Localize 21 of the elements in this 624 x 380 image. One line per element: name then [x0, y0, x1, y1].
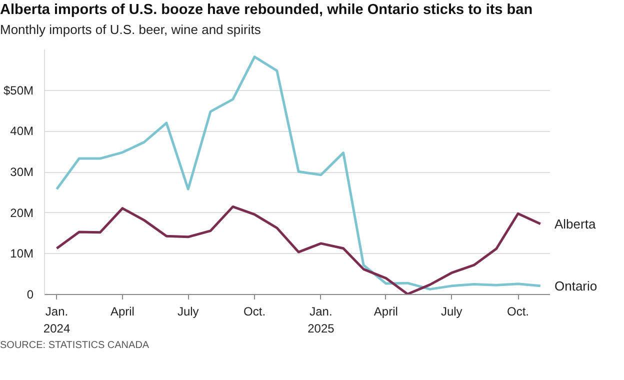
y-tick-label: 0 [26, 288, 34, 302]
x-tick-label: July [177, 304, 199, 319]
chart-title: Alberta imports of U.S. booze have rebounded, while Ontario sticks to its ban [0, 1, 533, 20]
x-tick-label: July [440, 304, 462, 319]
x-tick-label: April [110, 304, 134, 319]
chart-subtitle: Monthly imports of U.S. beer, wine and spirits [0, 20, 261, 39]
source-note: SOURCE: STATISTICS CANADA [0, 339, 150, 354]
x-tick-label: April [374, 304, 398, 319]
x-tick-label: Oct. [507, 304, 530, 319]
line-series [56, 206, 542, 295]
x-tick-label: Jan. 2025 [308, 304, 335, 336]
series-label: Ontario [554, 278, 598, 294]
y-tick-label: 10M [10, 246, 34, 261]
x-tick-label: Jan. 2024 [43, 304, 70, 336]
line-series [56, 56, 542, 291]
series-label: Alberta [554, 216, 596, 232]
y-tick-label: 20M [10, 206, 34, 220]
y-tick-label: 30M [10, 165, 34, 180]
x-tick-label: Oct. [244, 304, 266, 319]
y-tick-label: 40M [10, 124, 34, 138]
y-tick-label: $50M [3, 84, 34, 98]
